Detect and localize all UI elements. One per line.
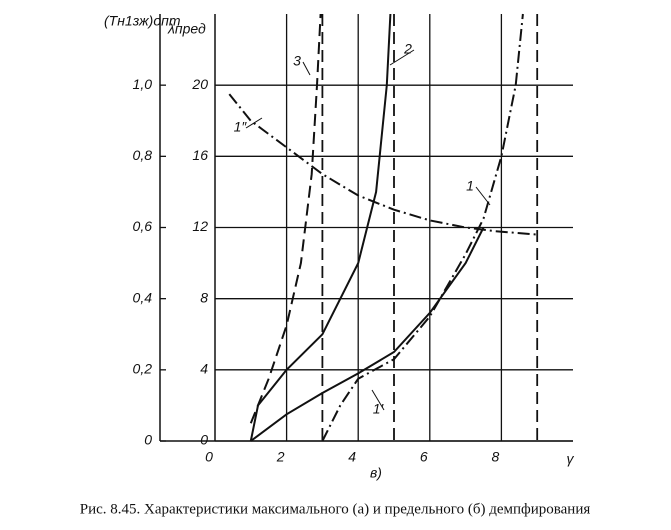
y-tick-label: 12	[192, 218, 208, 234]
y-axis-label: λпред	[167, 21, 206, 37]
label-leader	[245, 117, 263, 129]
x-tick-label: 4	[348, 449, 356, 465]
series-label: 1	[466, 178, 474, 194]
x-tick-label: 8	[492, 449, 500, 465]
y-tick-label: 8	[200, 289, 208, 305]
series-line	[250, 227, 485, 442]
subcaption: в)	[370, 465, 382, 481]
y-tick-label: 0	[200, 432, 208, 448]
caption: Рис. 8.45. Характеристики максимального …	[80, 501, 591, 517]
y2-tick-label: 0,2	[133, 361, 153, 377]
label-leader	[371, 389, 385, 411]
x-axis-label: γ	[567, 451, 575, 467]
y2-axis-label: (Tн1зж)опт	[104, 13, 181, 29]
x-tick-label: 2	[276, 449, 285, 465]
label-leader	[302, 61, 311, 76]
series-line	[249, 13, 392, 442]
y2-tick-label: 1,0	[133, 76, 153, 92]
y2-tick-label: 0,6	[133, 218, 153, 234]
y-tick-label: 4	[200, 361, 208, 377]
series-label: 1″	[234, 119, 248, 135]
series-line	[321, 13, 524, 442]
series-label: 3	[293, 53, 301, 69]
series-label: 2	[403, 41, 412, 57]
y2-tick-label: 0,8	[133, 147, 153, 163]
x-tick-label: 0	[205, 449, 213, 465]
y-tick-label: 20	[191, 76, 208, 92]
y-tick-label: 16	[192, 147, 208, 163]
series-line	[228, 93, 538, 236]
series-label: 1′	[373, 401, 385, 417]
y2-tick-label: 0,4	[133, 289, 153, 305]
series-line	[249, 13, 322, 424]
label-leader	[475, 186, 491, 206]
y2-tick-label: 0	[144, 432, 152, 448]
x-tick-label: 6	[420, 449, 428, 465]
label-leader	[389, 49, 415, 66]
